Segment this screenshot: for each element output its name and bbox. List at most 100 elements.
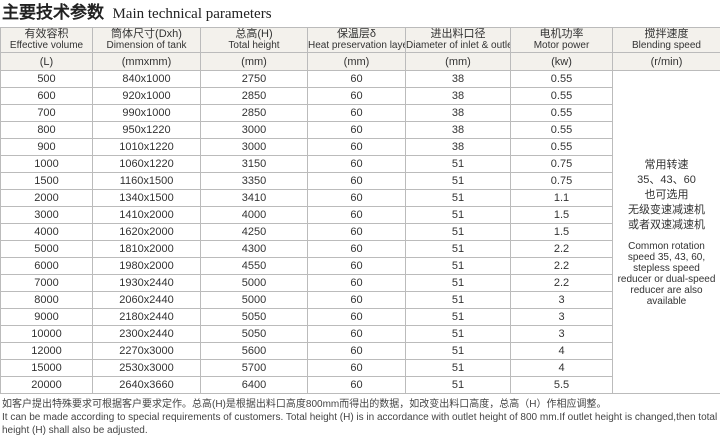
data-cell: 51 bbox=[405, 376, 511, 394]
data-cell: 60 bbox=[307, 291, 406, 309]
data-cell: 60 bbox=[307, 155, 406, 173]
unit-cell: (L) bbox=[0, 52, 93, 71]
header-en: Diameter of inlet & outlet bbox=[406, 40, 511, 51]
data-cell: 4550 bbox=[200, 257, 308, 275]
data-cell: 60 bbox=[307, 87, 406, 105]
data-cell: 51 bbox=[405, 342, 511, 360]
speed-note-cn: 35、43、60 bbox=[637, 173, 696, 186]
data-row: 7000 1930x2440 5000 60 51 2.2 bbox=[0, 274, 720, 292]
data-cell: 1500 bbox=[0, 172, 93, 190]
data-row: 9000 2180x2440 5050 60 51 3 bbox=[0, 308, 720, 326]
note-cn: 如客户提出特殊要求可根据客户要求定作。总高(H)是根据出料口高度800mm而得出… bbox=[2, 399, 607, 410]
data-cell: 840x1000 bbox=[92, 70, 201, 88]
data-cell: 3 bbox=[510, 308, 613, 326]
data-cell: 60 bbox=[307, 274, 406, 292]
data-cell: 38 bbox=[405, 70, 511, 88]
data-cell: 60 bbox=[307, 172, 406, 190]
header-row: 有效容积 Effective volume 筒体尺寸(Dxh) Dimension o… bbox=[0, 27, 720, 53]
data-cell: 51 bbox=[405, 223, 511, 241]
notes: 如客户提出特殊要求可根据客户要求定作。总高(H)是根据出料口高度800mm而得出… bbox=[2, 398, 718, 437]
data-cell: 51 bbox=[405, 274, 511, 292]
data-cell: 800 bbox=[0, 121, 93, 139]
data-cell: 3000 bbox=[200, 121, 308, 139]
header-en: Heat preservation layer bbox=[308, 40, 406, 51]
data-row: 20000 2640x3660 6400 60 51 5.5 bbox=[0, 376, 720, 394]
data-cell: 60 bbox=[307, 138, 406, 156]
speed-note-cn: 或者双速减速机 bbox=[628, 218, 705, 231]
data-cell: 1.5 bbox=[510, 206, 613, 224]
title: 主要技术参数 Main technical parameters bbox=[2, 2, 272, 24]
data-cell: 3 bbox=[510, 291, 613, 309]
data-cell: 38 bbox=[405, 138, 511, 156]
header-cn: 搅拌速度 bbox=[644, 28, 689, 40]
data-cell: 51 bbox=[405, 172, 511, 190]
data-cell: 60 bbox=[307, 342, 406, 360]
data-cell: 60 bbox=[307, 240, 406, 258]
speed-note-en: Common rotation speed 35, 43, 60, steple… bbox=[617, 240, 716, 307]
data-cell: 1340x1500 bbox=[92, 189, 201, 207]
data-cell: 0.55 bbox=[510, 138, 613, 156]
data-cell: 0.55 bbox=[510, 87, 613, 105]
data-cell: 3350 bbox=[200, 172, 308, 190]
data-cell: 3410 bbox=[200, 189, 308, 207]
data-row: 4000 1620x2000 4250 60 51 1.5 bbox=[0, 223, 720, 241]
data-cell: 1.1 bbox=[510, 189, 613, 207]
data-cell: 60 bbox=[307, 206, 406, 224]
data-cell: 51 bbox=[405, 359, 511, 377]
parameter-table: 有效容积 Effective volume 筒体尺寸(Dxh) Dimension o… bbox=[0, 27, 720, 394]
data-cell: 0.75 bbox=[510, 155, 613, 173]
data-cell: 15000 bbox=[0, 359, 93, 377]
data-cell: 60 bbox=[307, 104, 406, 122]
data-cell: 600 bbox=[0, 87, 93, 105]
data-cell: 1410x2000 bbox=[92, 206, 201, 224]
unit-cell: (kw) bbox=[510, 52, 613, 71]
data-cell: 60 bbox=[307, 257, 406, 275]
data-cell: 60 bbox=[307, 223, 406, 241]
data-cell: 5600 bbox=[200, 342, 308, 360]
data-cell: 38 bbox=[405, 104, 511, 122]
data-cell: 2640x3660 bbox=[92, 376, 201, 394]
header-en: Blending speed bbox=[632, 40, 701, 51]
data-cell: 10000 bbox=[0, 325, 93, 343]
data-cell: 51 bbox=[405, 291, 511, 309]
data-row: 12000 2270x3000 5600 60 51 4 bbox=[0, 342, 720, 360]
header-cell: 有效容积 Effective volume bbox=[0, 27, 93, 53]
data-cell: 60 bbox=[307, 325, 406, 343]
data-row: 10000 2300x2440 5050 60 51 3 bbox=[0, 325, 720, 343]
data-cell: 51 bbox=[405, 325, 511, 343]
data-cell: 5050 bbox=[200, 325, 308, 343]
header-cn: 进出料口径 bbox=[430, 28, 486, 40]
data-cell: 51 bbox=[405, 240, 511, 258]
data-row: 500 840x1000 2750 60 38 0.55 常用转速 35、43、60 也可选用无… bbox=[0, 70, 720, 394]
data-cell: 920x1000 bbox=[92, 87, 201, 105]
data-cell: 0.75 bbox=[510, 172, 613, 190]
data-cell: 60 bbox=[307, 308, 406, 326]
speed-note-cn: 无级变速减速机 bbox=[628, 203, 705, 216]
speed-note-cn: 常用转速 bbox=[644, 158, 689, 171]
data-cell: 2.2 bbox=[510, 240, 613, 258]
data-row: 1500 1160x1500 3350 60 51 0.75 bbox=[0, 172, 720, 190]
data-cell: 0.55 bbox=[510, 104, 613, 122]
data-cell: 2530x3000 bbox=[92, 359, 201, 377]
data-cell: 2060x2440 bbox=[92, 291, 201, 309]
data-cell: 2270x3000 bbox=[92, 342, 201, 360]
data-cell: 5000 bbox=[200, 274, 308, 292]
data-cell: 51 bbox=[405, 308, 511, 326]
data-cell: 1930x2440 bbox=[92, 274, 201, 292]
data-cell: 5.5 bbox=[510, 376, 613, 394]
data-cell: 4000 bbox=[0, 223, 93, 241]
data-cell: 4300 bbox=[200, 240, 308, 258]
data-cell: 5000 bbox=[200, 291, 308, 309]
header-cell: 总高(H) Total height bbox=[200, 27, 308, 53]
data-cell: 9000 bbox=[0, 308, 93, 326]
data-cell: 4000 bbox=[200, 206, 308, 224]
title-en: Main technical parameters bbox=[112, 6, 272, 22]
header-cn: 总高(H) bbox=[235, 28, 273, 40]
data-row: 15000 2530x3000 5700 60 51 4 bbox=[0, 359, 720, 377]
unit-row: (L) (mmxmm) (mm) (mm) (mm) (kw) (r/min) bbox=[0, 52, 720, 71]
data-row: 8000 2060x2440 5000 60 51 3 bbox=[0, 291, 720, 309]
header-en: Total height bbox=[228, 40, 280, 51]
header-cell: 进出料口径 Diameter of inlet & outlet bbox=[405, 27, 511, 53]
data-cell: 1.5 bbox=[510, 223, 613, 241]
